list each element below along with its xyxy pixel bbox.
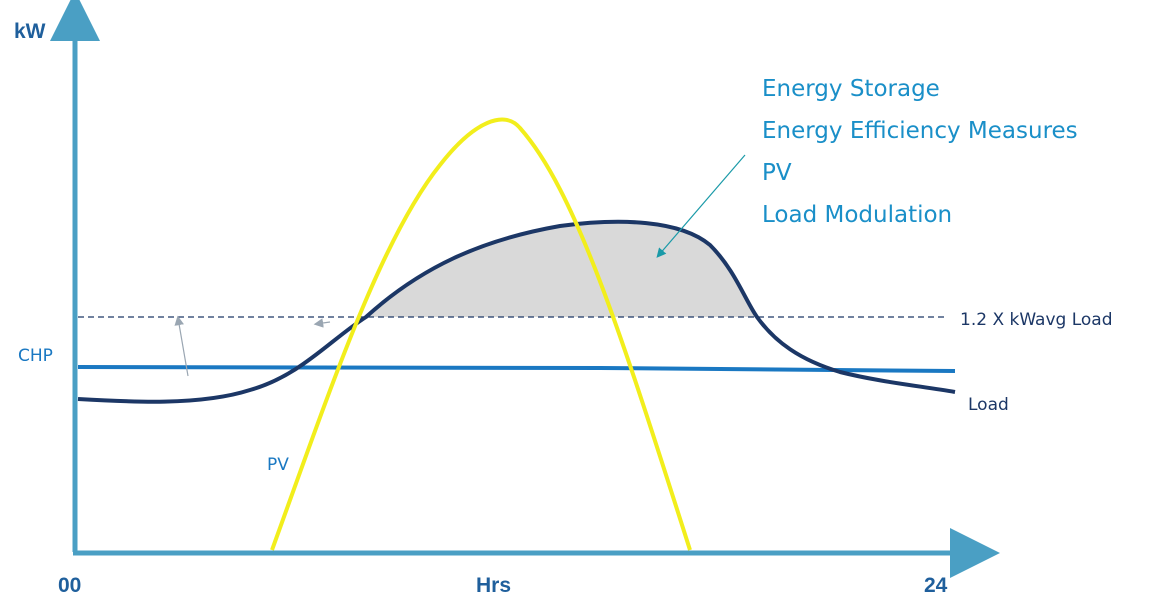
- chp-label: CHP: [18, 346, 53, 366]
- x-axis-label: Hrs: [476, 574, 511, 597]
- y-axis-label: kW: [14, 20, 46, 43]
- threshold-up-arrow: [174, 315, 189, 377]
- load-label: Load: [968, 395, 1009, 415]
- callout-line-2: Energy Efficiency Measures: [762, 118, 1078, 144]
- x-axis-start-label: 00: [58, 574, 81, 597]
- pv-label: PV: [267, 455, 289, 475]
- pv-curve: [270, 117, 692, 551]
- callout-line-4: Load Modulation: [762, 202, 952, 228]
- load-curve: [77, 219, 956, 404]
- callout-line-1: Energy Storage: [762, 76, 940, 102]
- peak-shaded-area: [366, 221, 757, 317]
- callout-line-3: PV: [762, 160, 792, 186]
- threshold-label: 1.2 X kWavg Load: [960, 310, 1113, 330]
- threshold-left-arrow: [313, 318, 331, 328]
- callout-arrow: [656, 154, 746, 258]
- x-axis-end-label: 24: [924, 574, 948, 597]
